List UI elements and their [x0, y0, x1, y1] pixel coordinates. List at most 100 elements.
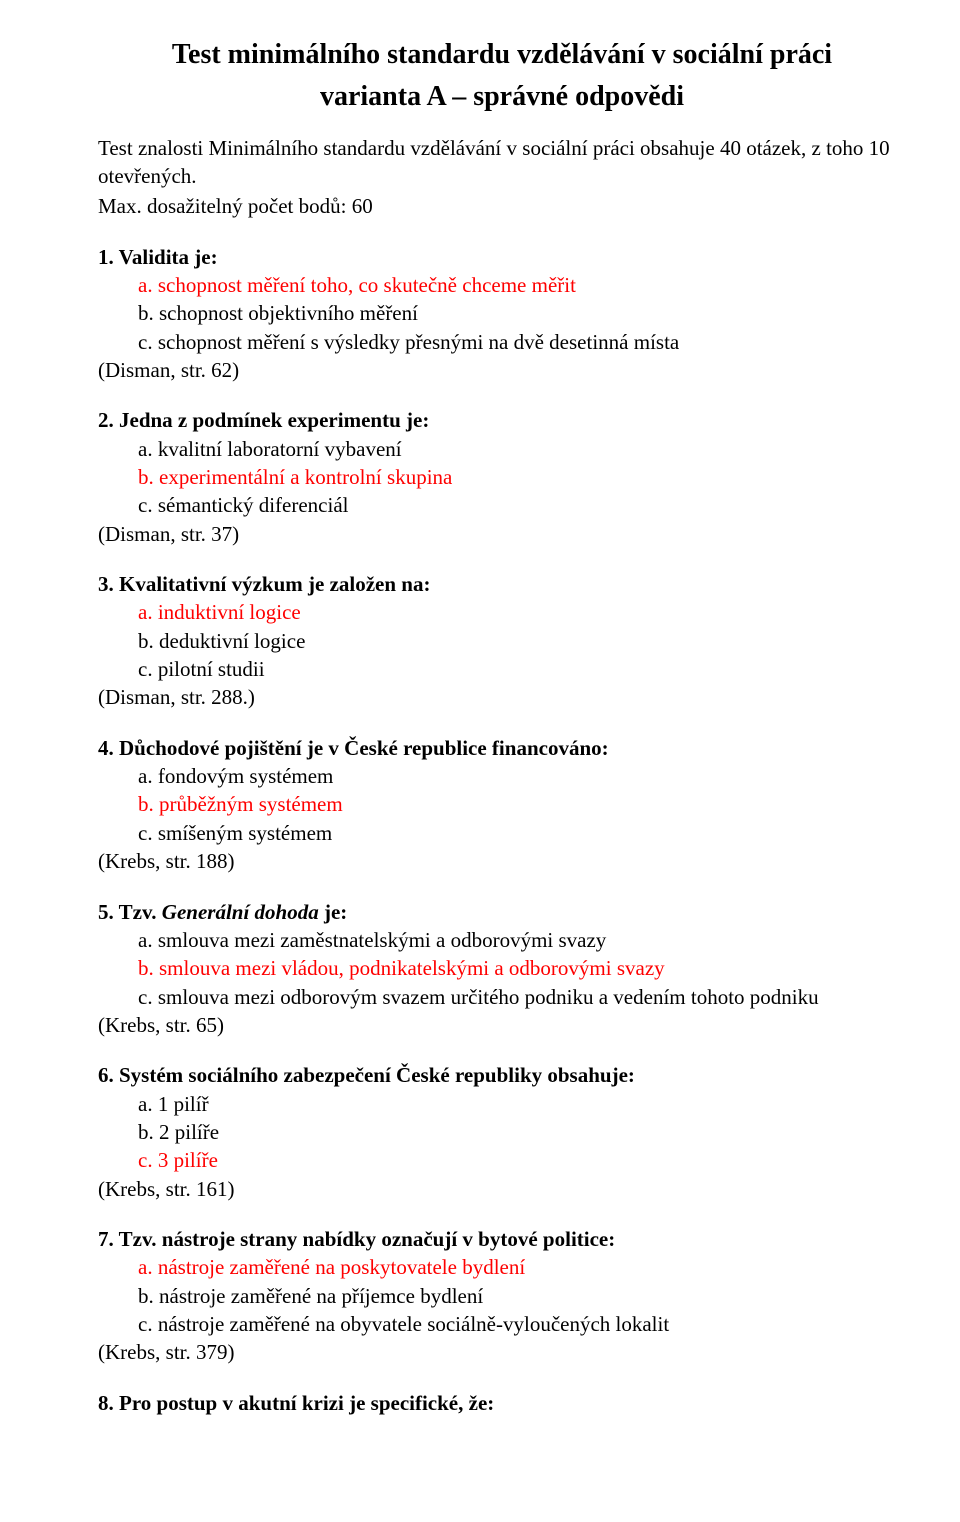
option-item: c. pilotní studii [138, 655, 906, 683]
option-text: kvalitní laboratorní vybavení [158, 437, 402, 461]
question-text-suffix: je: [319, 900, 348, 924]
option-letter: b. [138, 1284, 154, 1308]
questions-container: 1. Validita je:a. schopnost měření toho,… [98, 243, 906, 1417]
option-list: a. nástroje zaměřené na poskytovatele by… [98, 1253, 906, 1338]
option-letter: b. [138, 301, 154, 325]
option-text: fondovým systémem [158, 764, 334, 788]
option-text: smlouva mezi zaměstnatelskými a odborový… [158, 928, 606, 952]
question-reference: (Krebs, str. 379) [98, 1338, 906, 1366]
question-block: 4. Důchodové pojištění je v České republ… [98, 734, 906, 876]
option-item: b. nástroje zaměřené na příjemce bydlení [138, 1282, 906, 1310]
option-text: nástroje zaměřené na příjemce bydlení [159, 1284, 483, 1308]
option-item: b. deduktivní logice [138, 627, 906, 655]
question-heading: 6. Systém sociálního zabezpečení České r… [98, 1061, 906, 1089]
option-letter: a. [138, 1092, 153, 1116]
option-item: b. schopnost objektivního měření [138, 299, 906, 327]
option-text: deduktivní logice [159, 629, 305, 653]
question-text-prefix: Tzv. [119, 900, 162, 924]
question-block: 5. Tzv. Generální dohoda je:a. smlouva m… [98, 898, 906, 1040]
option-letter: b. [138, 956, 154, 980]
question-block: 3. Kvalitativní výzkum je založen na:a. … [98, 570, 906, 712]
option-text: schopnost měření toho, co skutečně chcem… [158, 273, 576, 297]
option-text: schopnost měření s výsledky přesnými na … [158, 330, 679, 354]
question-block: 2. Jedna z podmínek experimentu je:a. kv… [98, 406, 906, 548]
option-letter: b. [138, 792, 154, 816]
question-reference: (Disman, str. 37) [98, 520, 906, 548]
option-text: schopnost objektivního měření [159, 301, 418, 325]
option-letter: b. [138, 629, 154, 653]
question-block: 8. Pro postup v akutní krizi je specific… [98, 1389, 906, 1417]
option-text: 3 pilíře [158, 1148, 218, 1172]
option-letter: a. [138, 928, 153, 952]
document-title-line2: varianta A – správné odpovědi [98, 78, 906, 116]
option-text: 2 pilíře [159, 1120, 219, 1144]
option-letter: c. [138, 657, 153, 681]
option-item: a. fondovým systémem [138, 762, 906, 790]
option-letter: a. [138, 273, 153, 297]
option-letter: b. [138, 1120, 154, 1144]
option-list: a. kvalitní laboratorní vybaveníb. exper… [98, 435, 906, 520]
option-item: c. nástroje zaměřené na obyvatele sociál… [138, 1310, 906, 1338]
option-letter: b. [138, 465, 154, 489]
option-letter: a. [138, 437, 153, 461]
option-list: a. 1 pilířb. 2 pilířec. 3 pilíře [98, 1090, 906, 1175]
option-item: b. smlouva mezi vládou, podnikatelskými … [138, 954, 906, 982]
option-text: smlouva mezi odborovým svazem určitého p… [158, 985, 819, 1009]
option-list: a. schopnost měření toho, co skutečně ch… [98, 271, 906, 356]
option-letter: c. [138, 493, 153, 517]
option-letter: c. [138, 1312, 153, 1336]
option-item: b. experimentální a kontrolní skupina [138, 463, 906, 491]
option-letter: c. [138, 985, 153, 1009]
question-reference: (Disman, str. 62) [98, 356, 906, 384]
option-item: c. schopnost měření s výsledky přesnými … [138, 328, 906, 356]
option-text: smíšeným systémem [158, 821, 332, 845]
question-block: 1. Validita je:a. schopnost měření toho,… [98, 243, 906, 385]
option-item: a. smlouva mezi zaměstnatelskými a odbor… [138, 926, 906, 954]
option-text: sémantický diferenciál [158, 493, 349, 517]
option-text: induktivní logice [158, 600, 301, 624]
option-text: experimentální a kontrolní skupina [159, 465, 452, 489]
option-text: pilotní studii [158, 657, 265, 681]
option-item: c. sémantický diferenciál [138, 491, 906, 519]
option-item: a. nástroje zaměřené na poskytovatele by… [138, 1253, 906, 1281]
question-heading: 2. Jedna z podmínek experimentu je: [98, 406, 906, 434]
option-letter: c. [138, 1148, 153, 1172]
option-letter: c. [138, 821, 153, 845]
question-heading: 5. Tzv. Generální dohoda je: [98, 898, 906, 926]
question-reference: (Krebs, str. 161) [98, 1175, 906, 1203]
intro-line2: Max. dosažitelný počet bodů: 60 [98, 192, 906, 220]
question-heading: 4. Důchodové pojištění je v České republ… [98, 734, 906, 762]
option-text: 1 pilíř [158, 1092, 209, 1116]
option-list: a. induktivní logiceb. deduktivní logice… [98, 598, 906, 683]
question-block: 6. Systém sociálního zabezpečení České r… [98, 1061, 906, 1203]
question-reference: (Krebs, str. 188) [98, 847, 906, 875]
option-item: a. 1 pilíř [138, 1090, 906, 1118]
question-heading: 7. Tzv. nástroje strany nabídky označují… [98, 1225, 906, 1253]
question-heading: 8. Pro postup v akutní krizi je specific… [98, 1389, 906, 1417]
option-item: b. 2 pilíře [138, 1118, 906, 1146]
option-text: nástroje zaměřené na obyvatele sociálně-… [158, 1312, 669, 1336]
intro-line1: Test znalosti Minimálního standardu vzdě… [98, 134, 906, 191]
option-item: c. smíšeným systémem [138, 819, 906, 847]
option-item: c. smlouva mezi odborovým svazem určitéh… [138, 983, 906, 1011]
option-letter: a. [138, 764, 153, 788]
option-letter: c. [138, 330, 153, 354]
question-heading: 3. Kvalitativní výzkum je založen na: [98, 570, 906, 598]
option-text: nástroje zaměřené na poskytovatele bydle… [158, 1255, 525, 1279]
option-list: a. smlouva mezi zaměstnatelskými a odbor… [98, 926, 906, 1011]
question-block: 7. Tzv. nástroje strany nabídky označují… [98, 1225, 906, 1367]
option-item: a. induktivní logice [138, 598, 906, 626]
option-text: smlouva mezi vládou, podnikatelskými a o… [159, 956, 665, 980]
option-item: a. kvalitní laboratorní vybavení [138, 435, 906, 463]
option-item: a. schopnost měření toho, co skutečně ch… [138, 271, 906, 299]
option-text: průběžným systémem [159, 792, 343, 816]
option-letter: a. [138, 1255, 153, 1279]
question-number: 5. [98, 900, 119, 924]
option-letter: a. [138, 600, 153, 624]
question-text-italic: Generální dohoda [162, 900, 319, 924]
option-list: a. fondovým systémemb. průběžným systéme… [98, 762, 906, 847]
option-item: c. 3 pilíře [138, 1146, 906, 1174]
question-heading: 1. Validita je: [98, 243, 906, 271]
question-reference: (Krebs, str. 65) [98, 1011, 906, 1039]
question-reference: (Disman, str. 288.) [98, 683, 906, 711]
